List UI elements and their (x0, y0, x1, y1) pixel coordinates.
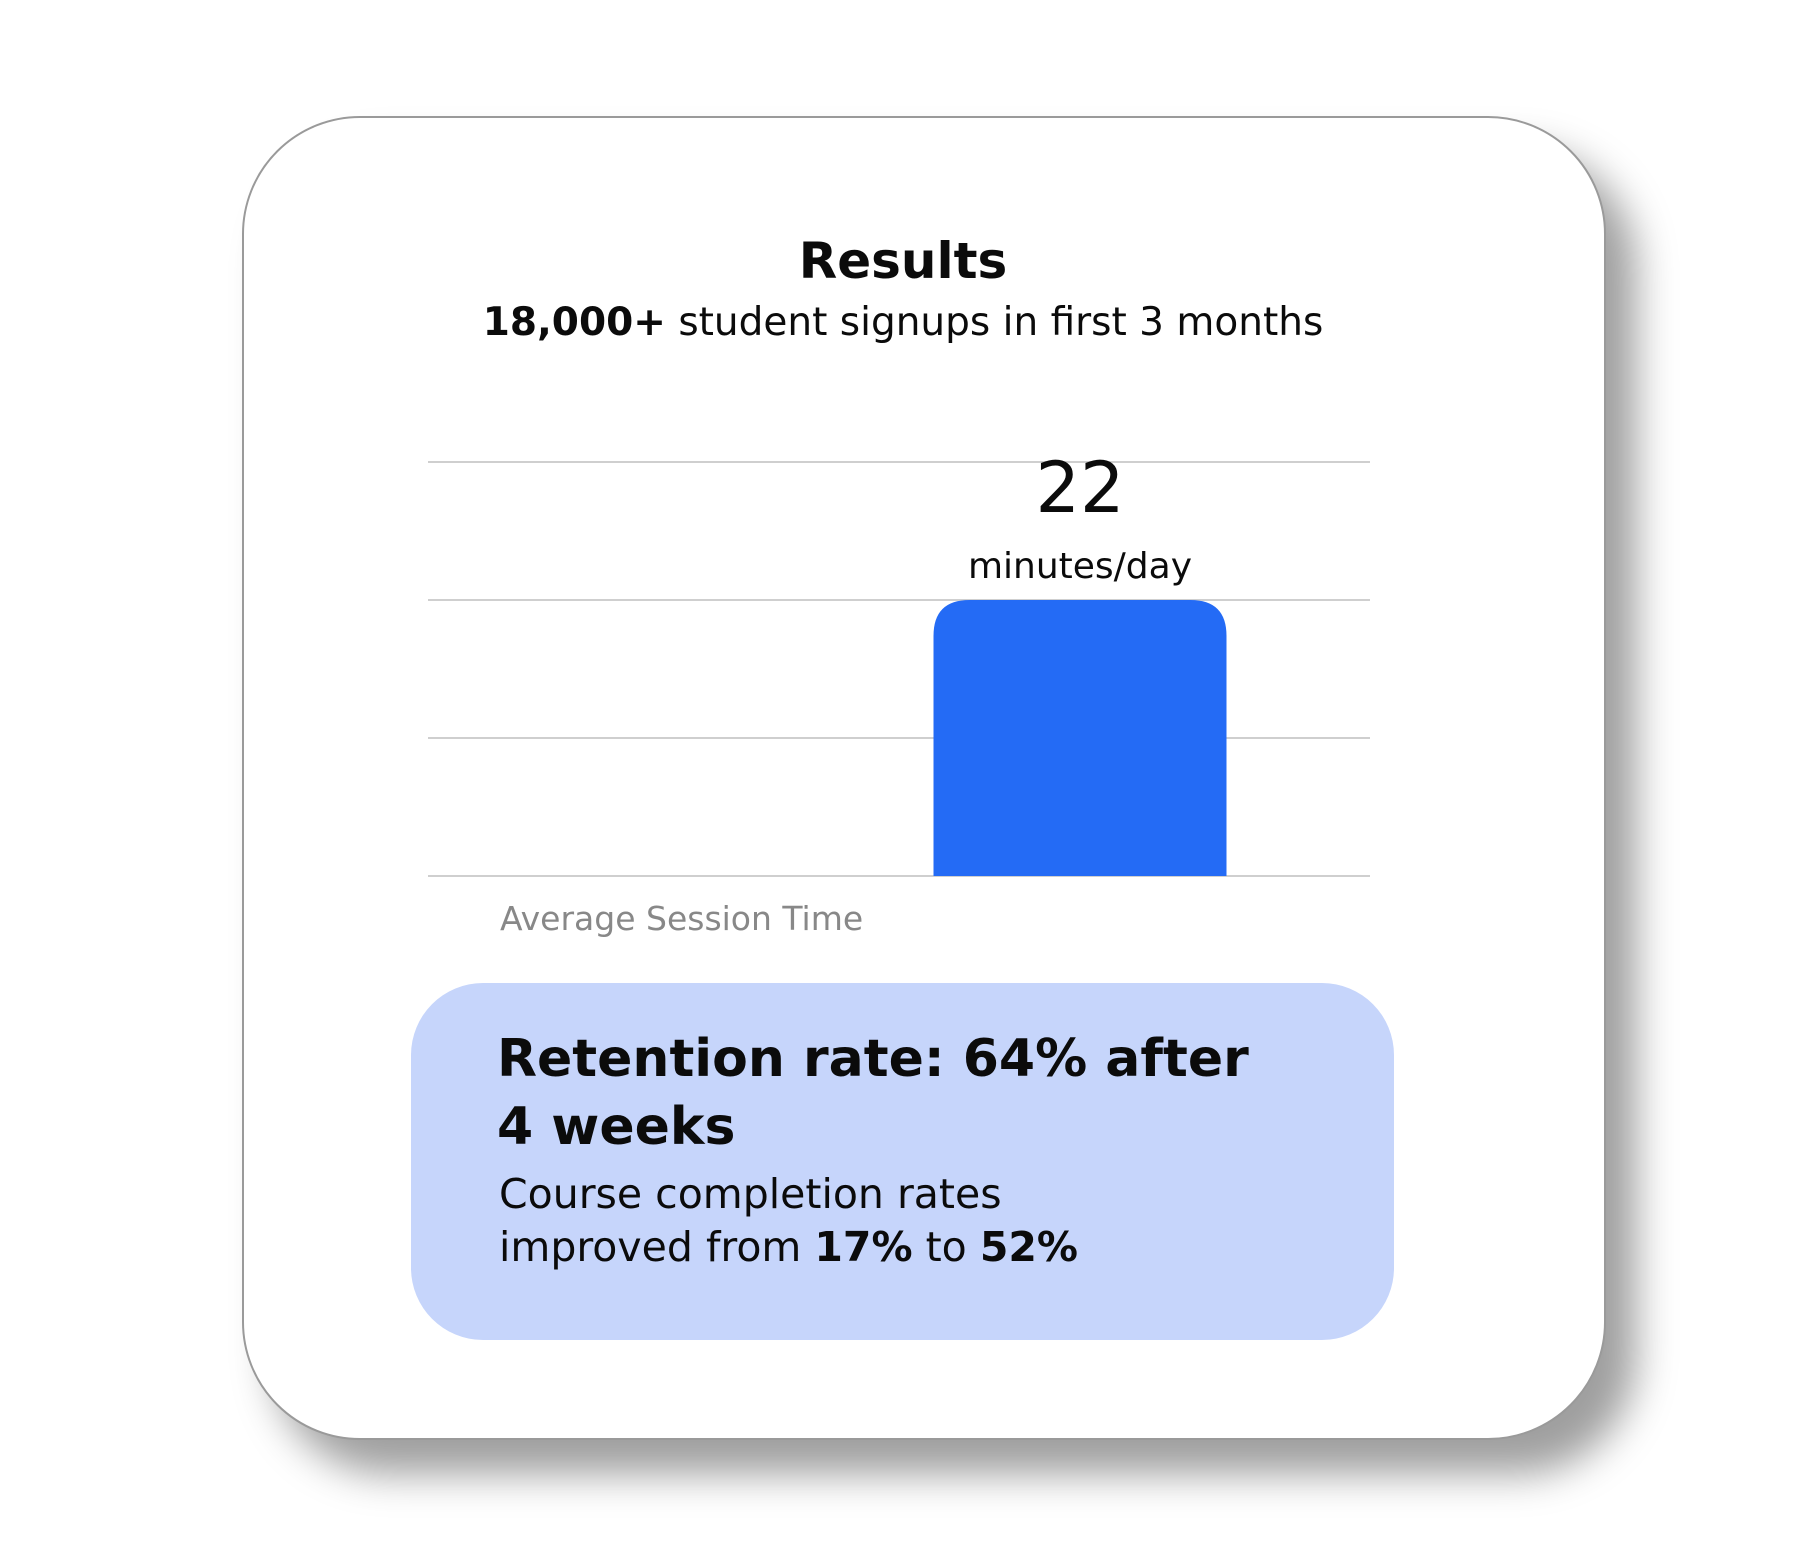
subtitle-highlight: 18,000+ (482, 300, 666, 345)
callout-text: Course completion rates improved from 17… (499, 1168, 1139, 1274)
value-label: 22 (1035, 447, 1124, 529)
callout-joiner: to (925, 1223, 967, 1271)
subtitle-text: student signups in first 3 months (678, 300, 1324, 345)
title: Results (798, 232, 1008, 290)
callout-to: 52% (979, 1223, 1078, 1271)
callout-body: Course completion rates improved from (499, 1170, 1002, 1271)
callout: Retention rate: 64% after 4 weeks Course… (411, 983, 1394, 1340)
callout-from: 17% (814, 1223, 913, 1271)
x-axis-label: Average Session Time (500, 899, 863, 938)
callout-title: Retention rate: 64% after 4 weeks (497, 1029, 1249, 1157)
bar (933, 600, 1227, 876)
value-unit: minutes/day (968, 546, 1192, 587)
subtitle: 18,000+ student signups in first 3 month… (242, 300, 1564, 345)
